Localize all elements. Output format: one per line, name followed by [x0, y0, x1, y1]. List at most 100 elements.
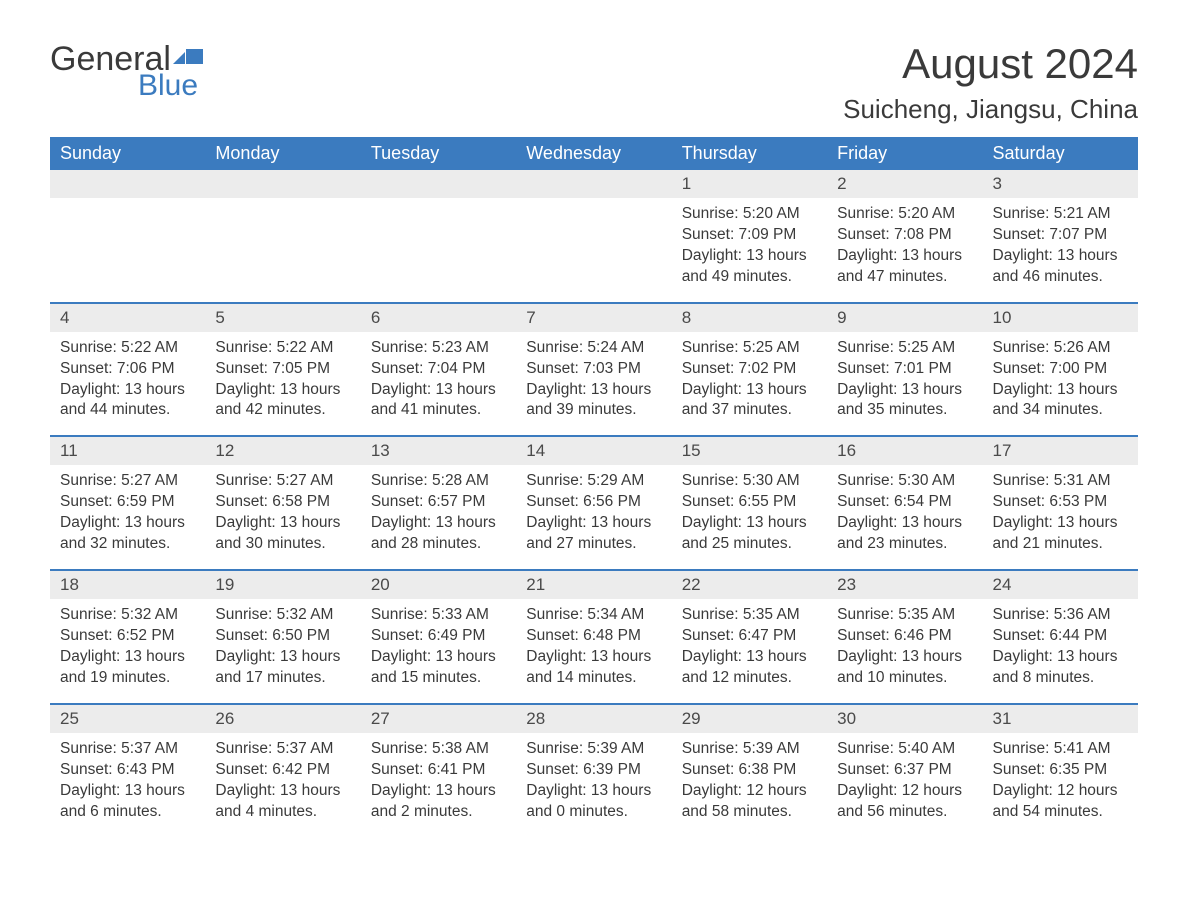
sunrise-text: Sunrise: 5:34 AM — [526, 605, 661, 626]
day-data: Sunrise: 5:35 AMSunset: 6:46 PMDaylight:… — [827, 599, 982, 703]
day-cell: 27Sunrise: 5:38 AMSunset: 6:41 PMDayligh… — [361, 705, 516, 837]
sunset-text: Sunset: 6:38 PM — [682, 760, 817, 781]
daylight-text-2: and 14 minutes. — [526, 668, 661, 689]
day-number: 22 — [672, 571, 827, 599]
sunrise-text: Sunrise: 5:25 AM — [682, 338, 817, 359]
day-number: 9 — [827, 304, 982, 332]
day-cell — [516, 170, 671, 302]
sunset-text: Sunset: 6:50 PM — [215, 626, 350, 647]
sunrise-text: Sunrise: 5:22 AM — [215, 338, 350, 359]
day-cell: 10Sunrise: 5:26 AMSunset: 7:00 PMDayligh… — [983, 304, 1138, 436]
daylight-text-2: and 44 minutes. — [60, 400, 195, 421]
day-data: Sunrise: 5:34 AMSunset: 6:48 PMDaylight:… — [516, 599, 671, 703]
day-cell: 26Sunrise: 5:37 AMSunset: 6:42 PMDayligh… — [205, 705, 360, 837]
page-header: General Blue August 2024 Suicheng, Jiang… — [50, 40, 1138, 125]
sunrise-text: Sunrise: 5:32 AM — [215, 605, 350, 626]
sunrise-text: Sunrise: 5:25 AM — [837, 338, 972, 359]
sunrise-text: Sunrise: 5:41 AM — [993, 739, 1128, 760]
sunset-text: Sunset: 7:06 PM — [60, 359, 195, 380]
daylight-text-2: and 42 minutes. — [215, 400, 350, 421]
day-data: Sunrise: 5:23 AMSunset: 7:04 PMDaylight:… — [361, 332, 516, 436]
dayhead-sat: Saturday — [983, 137, 1138, 170]
daylight-text-1: Daylight: 12 hours — [993, 781, 1128, 802]
sunrise-text: Sunrise: 5:20 AM — [682, 204, 817, 225]
day-data: Sunrise: 5:41 AMSunset: 6:35 PMDaylight:… — [983, 733, 1138, 837]
daylight-text-1: Daylight: 13 hours — [215, 513, 350, 534]
day-number: 24 — [983, 571, 1138, 599]
dayhead-mon: Monday — [205, 137, 360, 170]
day-cell: 2Sunrise: 5:20 AMSunset: 7:08 PMDaylight… — [827, 170, 982, 302]
sunset-text: Sunset: 6:59 PM — [60, 492, 195, 513]
daylight-text-2: and 47 minutes. — [837, 267, 972, 288]
day-number: 7 — [516, 304, 671, 332]
daylight-text-2: and 17 minutes. — [215, 668, 350, 689]
daylight-text-1: Daylight: 13 hours — [60, 647, 195, 668]
daylight-text-1: Daylight: 13 hours — [60, 781, 195, 802]
daylight-text-2: and 46 minutes. — [993, 267, 1128, 288]
sunset-text: Sunset: 6:46 PM — [837, 626, 972, 647]
sunrise-text: Sunrise: 5:40 AM — [837, 739, 972, 760]
day-number: 6 — [361, 304, 516, 332]
daylight-text-1: Daylight: 13 hours — [526, 781, 661, 802]
day-cell: 8Sunrise: 5:25 AMSunset: 7:02 PMDaylight… — [672, 304, 827, 436]
day-number — [361, 170, 516, 198]
daylight-text-2: and 8 minutes. — [993, 668, 1128, 689]
daylight-text-1: Daylight: 13 hours — [837, 513, 972, 534]
sunset-text: Sunset: 7:04 PM — [371, 359, 506, 380]
daylight-text-2: and 32 minutes. — [60, 534, 195, 555]
sunset-text: Sunset: 6:56 PM — [526, 492, 661, 513]
daylight-text-2: and 6 minutes. — [60, 802, 195, 823]
day-data: Sunrise: 5:39 AMSunset: 6:39 PMDaylight:… — [516, 733, 671, 837]
day-number: 27 — [361, 705, 516, 733]
sunset-text: Sunset: 7:01 PM — [837, 359, 972, 380]
day-number — [205, 170, 360, 198]
daylight-text-1: Daylight: 13 hours — [60, 380, 195, 401]
day-number: 10 — [983, 304, 1138, 332]
day-data: Sunrise: 5:36 AMSunset: 6:44 PMDaylight:… — [983, 599, 1138, 703]
sunset-text: Sunset: 6:43 PM — [60, 760, 195, 781]
sunrise-text: Sunrise: 5:27 AM — [215, 471, 350, 492]
daylight-text-2: and 58 minutes. — [682, 802, 817, 823]
daylight-text-2: and 21 minutes. — [993, 534, 1128, 555]
day-number: 23 — [827, 571, 982, 599]
sunrise-text: Sunrise: 5:20 AM — [837, 204, 972, 225]
sunset-text: Sunset: 6:41 PM — [371, 760, 506, 781]
day-data: Sunrise: 5:25 AMSunset: 7:02 PMDaylight:… — [672, 332, 827, 436]
day-number: 15 — [672, 437, 827, 465]
daylight-text-1: Daylight: 13 hours — [682, 380, 817, 401]
sunset-text: Sunset: 6:55 PM — [682, 492, 817, 513]
day-cell: 12Sunrise: 5:27 AMSunset: 6:58 PMDayligh… — [205, 437, 360, 569]
day-cell — [50, 170, 205, 302]
daylight-text-1: Daylight: 13 hours — [371, 380, 506, 401]
day-data: Sunrise: 5:28 AMSunset: 6:57 PMDaylight:… — [361, 465, 516, 569]
sunset-text: Sunset: 7:03 PM — [526, 359, 661, 380]
daylight-text-1: Daylight: 13 hours — [993, 246, 1128, 267]
day-number: 21 — [516, 571, 671, 599]
week-row: 11Sunrise: 5:27 AMSunset: 6:59 PMDayligh… — [50, 435, 1138, 569]
daylight-text-1: Daylight: 13 hours — [371, 513, 506, 534]
dayhead-fri: Friday — [827, 137, 982, 170]
sunset-text: Sunset: 6:49 PM — [371, 626, 506, 647]
daylight-text-1: Daylight: 13 hours — [993, 380, 1128, 401]
day-cell: 11Sunrise: 5:27 AMSunset: 6:59 PMDayligh… — [50, 437, 205, 569]
week-row: 18Sunrise: 5:32 AMSunset: 6:52 PMDayligh… — [50, 569, 1138, 703]
sunset-text: Sunset: 7:00 PM — [993, 359, 1128, 380]
day-cell: 30Sunrise: 5:40 AMSunset: 6:37 PMDayligh… — [827, 705, 982, 837]
daylight-text-1: Daylight: 13 hours — [215, 380, 350, 401]
day-cell: 24Sunrise: 5:36 AMSunset: 6:44 PMDayligh… — [983, 571, 1138, 703]
daylight-text-2: and 0 minutes. — [526, 802, 661, 823]
sunrise-text: Sunrise: 5:22 AM — [60, 338, 195, 359]
sunrise-text: Sunrise: 5:27 AM — [60, 471, 195, 492]
sunrise-text: Sunrise: 5:30 AM — [837, 471, 972, 492]
daylight-text-2: and 39 minutes. — [526, 400, 661, 421]
day-cell: 3Sunrise: 5:21 AMSunset: 7:07 PMDaylight… — [983, 170, 1138, 302]
day-cell: 17Sunrise: 5:31 AMSunset: 6:53 PMDayligh… — [983, 437, 1138, 569]
daylight-text-2: and 56 minutes. — [837, 802, 972, 823]
day-data: Sunrise: 5:40 AMSunset: 6:37 PMDaylight:… — [827, 733, 982, 837]
day-number: 8 — [672, 304, 827, 332]
dayhead-thu: Thursday — [672, 137, 827, 170]
day-number: 19 — [205, 571, 360, 599]
day-number: 1 — [672, 170, 827, 198]
day-data: Sunrise: 5:22 AMSunset: 7:06 PMDaylight:… — [50, 332, 205, 436]
sunset-text: Sunset: 6:39 PM — [526, 760, 661, 781]
